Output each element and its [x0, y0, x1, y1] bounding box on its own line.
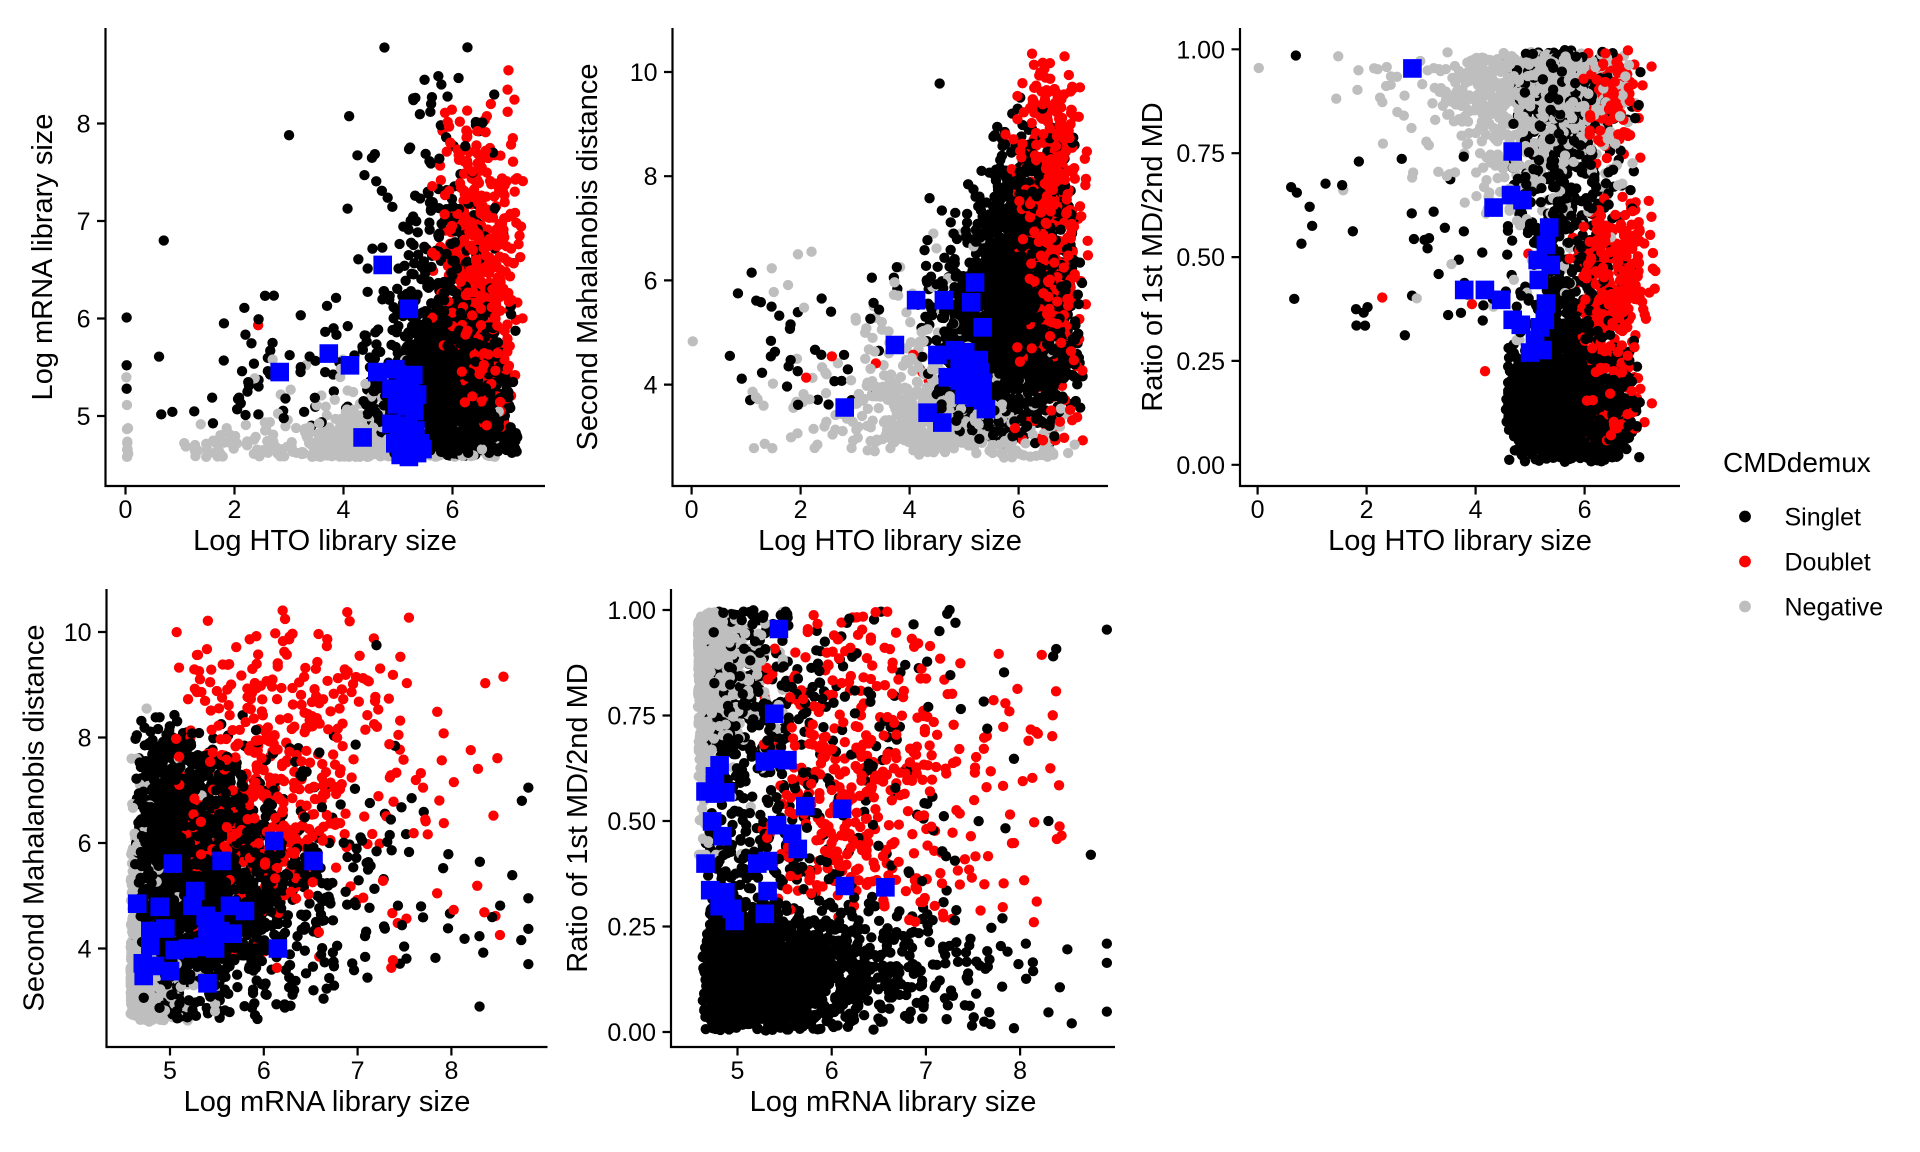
svg-text:Log HTO library size: Log HTO library size — [1328, 525, 1592, 557]
svg-text:6: 6 — [1012, 496, 1026, 524]
svg-text:Second Mahalanobis distance: Second Mahalanobis distance — [572, 64, 604, 451]
svg-text:CMDdemux: CMDdemux — [1723, 447, 1871, 478]
svg-text:10: 10 — [64, 619, 92, 647]
svg-text:6: 6 — [77, 306, 91, 334]
svg-text:Doublet: Doublet — [1785, 549, 1871, 577]
svg-text:4: 4 — [337, 496, 351, 524]
svg-text:0.25: 0.25 — [1176, 348, 1225, 376]
svg-text:10: 10 — [630, 59, 658, 87]
svg-text:8: 8 — [77, 111, 91, 139]
svg-text:4: 4 — [1469, 496, 1483, 524]
svg-text:8: 8 — [78, 725, 92, 753]
svg-text:8: 8 — [644, 163, 658, 191]
svg-text:1.00: 1.00 — [607, 597, 656, 625]
svg-text:0.00: 0.00 — [1176, 452, 1225, 480]
svg-text:0.75: 0.75 — [607, 703, 656, 731]
svg-text:Log HTO library size: Log HTO library size — [758, 525, 1022, 557]
svg-text:6: 6 — [825, 1057, 839, 1085]
svg-text:Ratio of 1st MD/2nd MD: Ratio of 1st MD/2nd MD — [1137, 102, 1169, 411]
svg-text:5: 5 — [731, 1057, 745, 1085]
svg-text:7: 7 — [919, 1057, 933, 1085]
svg-text:Log mRNA library size: Log mRNA library size — [27, 114, 59, 401]
svg-text:7: 7 — [77, 208, 91, 236]
svg-text:0: 0 — [119, 496, 133, 524]
svg-text:0.50: 0.50 — [1176, 244, 1225, 272]
svg-text:2: 2 — [228, 496, 242, 524]
svg-text:0.75: 0.75 — [1176, 140, 1225, 168]
svg-text:0: 0 — [1251, 496, 1265, 524]
svg-text:Log mRNA library size: Log mRNA library size — [750, 1086, 1037, 1118]
svg-text:7: 7 — [351, 1057, 365, 1085]
svg-text:5: 5 — [163, 1057, 177, 1085]
svg-text:4: 4 — [78, 936, 92, 964]
svg-text:5: 5 — [77, 403, 91, 431]
svg-text:8: 8 — [444, 1057, 458, 1085]
svg-text:6: 6 — [1578, 496, 1592, 524]
svg-text:6: 6 — [644, 267, 658, 295]
svg-text:Second Mahalanobis distance: Second Mahalanobis distance — [19, 625, 51, 1012]
svg-text:2: 2 — [794, 496, 808, 524]
svg-text:0.00: 0.00 — [607, 1019, 656, 1047]
svg-text:Negative: Negative — [1785, 594, 1884, 622]
svg-text:Ratio of 1st MD/2nd MD: Ratio of 1st MD/2nd MD — [562, 663, 594, 972]
svg-text:6: 6 — [257, 1057, 271, 1085]
svg-text:6: 6 — [446, 496, 460, 524]
svg-text:0.50: 0.50 — [607, 808, 656, 836]
svg-text:0: 0 — [685, 496, 699, 524]
svg-text:Log HTO library size: Log HTO library size — [193, 525, 457, 557]
svg-text:1.00: 1.00 — [1176, 36, 1225, 64]
svg-text:Log mRNA library size: Log mRNA library size — [184, 1086, 471, 1118]
svg-text:0.25: 0.25 — [607, 914, 656, 942]
svg-text:2: 2 — [1360, 496, 1374, 524]
svg-text:8: 8 — [1013, 1057, 1027, 1085]
svg-text:Singlet: Singlet — [1785, 504, 1861, 532]
svg-text:4: 4 — [644, 372, 658, 400]
svg-text:4: 4 — [903, 496, 917, 524]
svg-text:6: 6 — [78, 830, 92, 858]
